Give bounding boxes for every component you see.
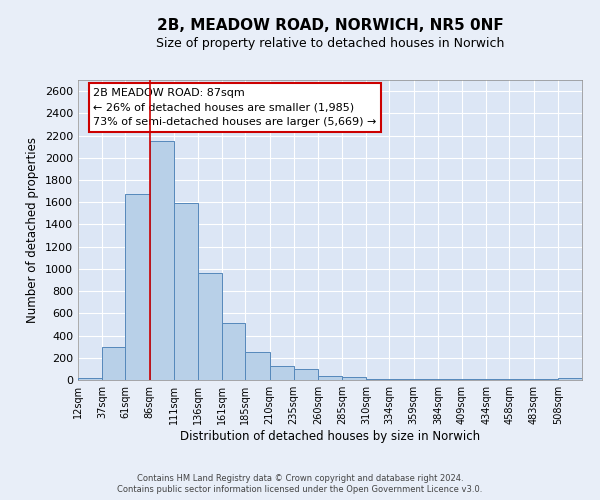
Bar <box>198 274 222 380</box>
Bar <box>558 378 582 380</box>
Bar <box>149 141 174 380</box>
Bar <box>174 204 198 380</box>
Y-axis label: Number of detached properties: Number of detached properties <box>26 137 40 323</box>
Bar <box>245 352 269 380</box>
Bar <box>125 194 149 380</box>
Bar <box>294 369 318 380</box>
Bar <box>342 376 366 380</box>
X-axis label: Distribution of detached houses by size in Norwich: Distribution of detached houses by size … <box>180 430 480 443</box>
Text: Contains HM Land Registry data © Crown copyright and database right 2024.: Contains HM Land Registry data © Crown c… <box>137 474 463 483</box>
Text: Contains public sector information licensed under the Open Government Licence v3: Contains public sector information licen… <box>118 485 482 494</box>
Bar <box>222 324 245 380</box>
Bar <box>102 347 125 380</box>
Bar <box>269 366 294 380</box>
Text: 2B, MEADOW ROAD, NORWICH, NR5 0NF: 2B, MEADOW ROAD, NORWICH, NR5 0NF <box>157 18 503 32</box>
Bar <box>78 378 102 380</box>
Text: Size of property relative to detached houses in Norwich: Size of property relative to detached ho… <box>156 38 504 51</box>
Bar <box>318 376 342 380</box>
Text: 2B MEADOW ROAD: 87sqm
← 26% of detached houses are smaller (1,985)
73% of semi-d: 2B MEADOW ROAD: 87sqm ← 26% of detached … <box>93 88 376 127</box>
